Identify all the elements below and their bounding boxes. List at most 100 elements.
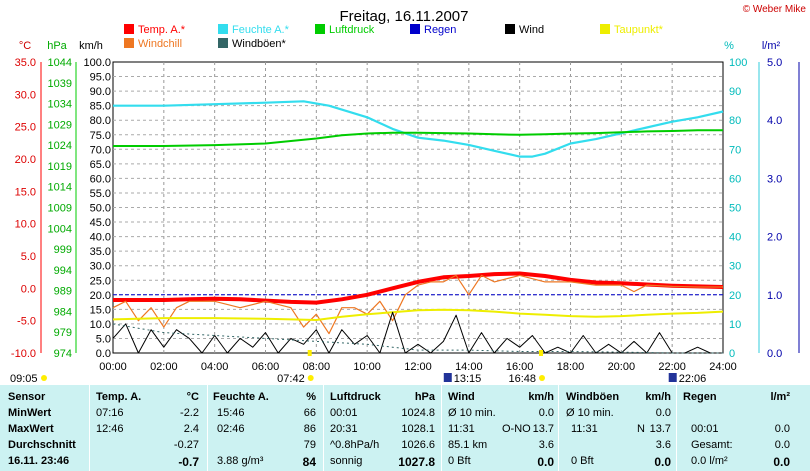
pressure_hpa-tick: 979 [54, 327, 72, 339]
axis-units: °C hPa km/h% l/m² [19, 40, 781, 52]
humidity_pct-tick: 40 [729, 232, 741, 244]
humidity-current: 84 [302, 455, 316, 469]
legend-swatch [315, 24, 325, 34]
data-series [112, 100, 724, 354]
temp_c-tick: 25.0 [15, 122, 36, 134]
moonrise-label: 13:15 [454, 373, 482, 385]
rain_lm2-tick: 3.0 [767, 173, 782, 185]
table-col-sensor: Sensor MinWert MaxWert Durchschnitt 16.1… [0, 385, 90, 471]
wind_kmh-tick: 45.0 [90, 217, 111, 229]
pressure-forecast: sonnig [330, 455, 363, 467]
wind-max-time: 11:31 [448, 423, 475, 435]
gusts-header: Windböen [566, 391, 620, 403]
wind_kmh-unit-label: km/h [79, 40, 103, 52]
humidity-absolute: 3.88 g/m³ [217, 455, 264, 467]
rain_lm2-tick: 5.0 [767, 57, 782, 69]
rain-today: 0.0 l/m² [691, 455, 728, 467]
legend-swatch [124, 38, 134, 48]
sunset-label: 16:48 [508, 373, 536, 385]
humidity_pct-tick: 100 [729, 57, 747, 69]
legend-label: Luftdruck [329, 24, 375, 36]
legend-label: Windböen* [232, 38, 287, 50]
x-tick-label: 18:00 [557, 361, 585, 373]
x-tick-label: 08:00 [303, 361, 331, 373]
humidity_pct-tick: 60 [729, 173, 741, 185]
humidity-min-val: 66 [303, 407, 316, 419]
legend-swatch [218, 38, 228, 48]
legend-swatch [505, 24, 515, 34]
summary-table: Sensor MinWert MaxWert Durchschnitt 16.1… [0, 385, 810, 471]
temp_c-tick: -5.0 [17, 316, 36, 328]
table-col-gusts: Windböen km/h Ø 10 min. 0.0 11:31 N 13.7… [559, 385, 677, 471]
temp-max-val: 2.4 [183, 423, 199, 435]
pressure-max-time: 20:31 [330, 423, 358, 435]
wind_kmh-tick: 65.0 [90, 159, 111, 171]
wind-avg: 3.6 [538, 439, 554, 451]
plot-grid [113, 62, 723, 353]
legend-label: Temp. A.* [138, 24, 186, 36]
wind_kmh-tick: 80.0 [90, 115, 111, 127]
wind_kmh-tick: 10.0 [90, 319, 111, 331]
pressure-min-val: 1024.8 [401, 407, 435, 419]
humidity-min-time: 15:46 [217, 407, 245, 419]
gusts-max-dir: N [637, 423, 645, 435]
pressure_hpa-tick: 1009 [48, 203, 72, 215]
axis-ticks: 35.0 30.0 25.0 20.0 15.0 10.0 5.0 0.0 -5.0 -10.0 1… [11, 57, 800, 373]
x-tick-label: 06:00 [252, 361, 280, 373]
pressure_hpa-tick: 1019 [48, 161, 72, 173]
humidity_pct-tick: 80 [729, 115, 741, 127]
gusts-avg10-val: 0.0 [655, 407, 671, 419]
pressure_hpa-tick: 1024 [48, 140, 72, 152]
pressure_hpa-tick: 1014 [48, 182, 72, 194]
legend-label: Feuchte A.* [232, 24, 290, 36]
pressure_hpa-unit-label: hPa [47, 40, 67, 52]
min-label: MinWert [8, 407, 52, 419]
temp_c-tick: 0.0 [21, 283, 36, 295]
pressure-current: 1027.8 [398, 455, 435, 469]
pressure_hpa-tick: 1034 [48, 99, 72, 111]
pressure_hpa-tick: 1004 [48, 223, 72, 235]
x-tick-label: 10:00 [353, 361, 381, 373]
wind_kmh-tick: 60.0 [90, 173, 111, 185]
gusts-avg10-label: Ø 10 min. [566, 407, 614, 419]
temp_c-tick: 20.0 [15, 154, 36, 166]
wind_kmh-tick: 15.0 [90, 304, 111, 316]
wind_kmh-tick: 95.0 [90, 72, 111, 84]
wind_kmh-tick: 30.0 [90, 261, 111, 273]
wind-max-val: 13.7 [532, 423, 554, 435]
sunset-icon [539, 375, 545, 381]
humidity_pct-tick: 20 [729, 290, 741, 302]
wind-avg10-val: 0.0 [538, 407, 554, 419]
rain_lm2-tick: 1.0 [767, 290, 782, 302]
humidity-header: Feuchte A. [213, 391, 269, 403]
avg-label: Durchschnitt [8, 439, 76, 451]
humidity-max-val: 86 [303, 423, 316, 435]
legend-swatch [410, 24, 420, 34]
legend-swatch [600, 24, 610, 34]
pressure_hpa-tick: 1029 [48, 119, 72, 131]
series-line [113, 271, 724, 305]
moonset-label: 22:06 [679, 373, 707, 385]
temp-current: -0.7 [178, 455, 199, 469]
wind-current: 0.0 [537, 455, 554, 469]
rain-total-val: 0.0 [774, 439, 790, 451]
sunrise-marker [307, 350, 312, 356]
x-tick-label: 00:00 [99, 361, 127, 373]
wind-header: Wind [448, 391, 475, 403]
rain_lm2-tick: 2.0 [767, 232, 782, 244]
x-tick-label: 20:00 [608, 361, 636, 373]
day-start-label: 09:05 [10, 373, 38, 385]
wind-avg10-label: Ø 10 min. [448, 407, 496, 419]
pressure-trend: ^0.8hPa/h [330, 439, 380, 451]
humidity_pct-tick: 10 [729, 319, 741, 331]
gusts-max-time: 11:31 [571, 423, 598, 435]
wind_kmh-tick: 70.0 [90, 144, 111, 156]
wind_kmh-tick: 100.0 [83, 57, 111, 69]
pressure-unit: hPa [414, 391, 435, 403]
humidity-max-time: 02:46 [217, 423, 245, 435]
legend-label: Wind [519, 24, 544, 36]
wind-max-dir: O-NO [502, 423, 531, 435]
wind_kmh-tick: 40.0 [90, 232, 111, 244]
temp_c-tick: 35.0 [15, 57, 36, 69]
series-line [112, 311, 723, 354]
